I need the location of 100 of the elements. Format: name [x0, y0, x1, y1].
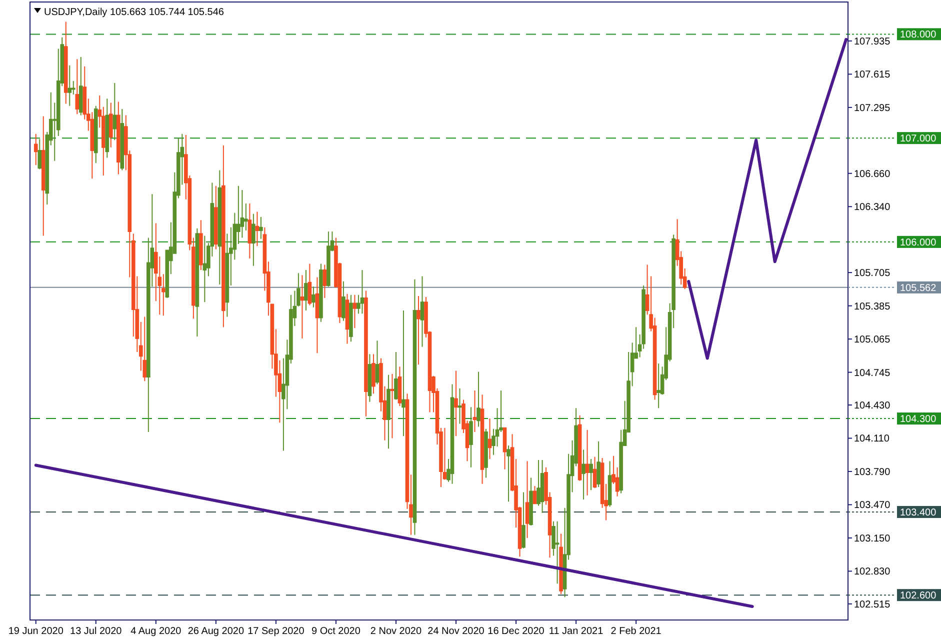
- y-tick-label: 105.065: [854, 334, 891, 346]
- y-tick-label: 106.340: [854, 202, 891, 214]
- candlestick: [398, 366, 402, 407]
- candlestick: [214, 185, 218, 250]
- candlestick: [112, 82, 117, 141]
- candlestick: [476, 371, 480, 428]
- candlestick: [372, 354, 376, 394]
- candlestick: [34, 133, 38, 166]
- y-tick-label: 104.430: [854, 400, 891, 412]
- candlestick: [319, 263, 323, 322]
- y-tick-label: 104.745: [854, 368, 891, 379]
- candlestick: [142, 316, 147, 382]
- candlestick: [416, 295, 420, 365]
- candlestick: [308, 263, 312, 306]
- candlestick: [360, 269, 364, 314]
- ref-line-label: 108.000: [900, 30, 937, 41]
- x-tick-label: 11 Jan 2021: [548, 626, 604, 637]
- candlestick: [252, 213, 256, 266]
- candlestick: [420, 276, 424, 348]
- candlestick: [582, 449, 586, 500]
- ref-line-label: 102.600: [900, 590, 937, 602]
- candlestick: [364, 290, 368, 417]
- x-tick-label: 16 Dec 2020: [488, 626, 545, 637]
- y-tick-label: 104.110: [854, 434, 890, 445]
- candlestick: [386, 374, 390, 450]
- y-tick-label: 105.385: [854, 301, 891, 312]
- candlestick: [68, 64, 72, 106]
- x-tick-label: 17 Sep 2020: [248, 626, 305, 637]
- candlestick: [312, 286, 316, 308]
- candlestick: [394, 352, 398, 400]
- candlestick: [300, 274, 304, 340]
- y-tick-label: 105.705: [854, 268, 891, 280]
- candlestick: [326, 231, 330, 288]
- candlestick: [502, 427, 507, 470]
- candlestick: [342, 280, 346, 322]
- candlestick: [589, 458, 593, 491]
- x-tick-label: 2 Nov 2020: [370, 626, 422, 637]
- x-tick-label: 4 Aug 2020: [130, 626, 182, 637]
- candlestick: [368, 354, 372, 402]
- candlestick: [402, 310, 406, 437]
- candlestick: [255, 211, 260, 247]
- ref-line-label: 105.562: [900, 282, 937, 294]
- candlestick: [488, 418, 492, 460]
- candlestick: [555, 520, 560, 584]
- y-tick-label: 102.830: [854, 566, 891, 578]
- candlestick: [315, 276, 320, 354]
- x-tick-label: 9 Oct 2020: [312, 626, 361, 637]
- x-tick-label: 13 Jul 2020: [70, 626, 122, 637]
- y-tick-label: 103.790: [854, 466, 891, 478]
- candlestick: [578, 414, 582, 482]
- candlestick: [105, 98, 110, 158]
- ref-line-label: 104.300: [900, 414, 937, 425]
- candlestick: [656, 362, 660, 409]
- x-tick-label: 19 Jun 2020: [8, 626, 64, 637]
- candlestick: [222, 144, 226, 328]
- y-tick-label: 107.295: [854, 102, 891, 114]
- y-tick-label: 103.470: [854, 500, 891, 512]
- candlestick: [64, 21, 68, 104]
- candlestick: [559, 533, 563, 595]
- candlestick: [529, 477, 533, 526]
- y-tick-label: 107.935: [854, 36, 891, 48]
- y-tick-label: 102.515: [854, 599, 891, 610]
- candlestick: [484, 428, 488, 478]
- candlestick: [75, 58, 80, 115]
- candlestick: [469, 406, 473, 468]
- candlestick: [78, 56, 83, 116]
- ref-line-label: 107.000: [900, 134, 937, 145]
- text: USDJPY,Daily 105.663 105.744 105.546: [44, 7, 224, 18]
- candlestick: [202, 235, 207, 303]
- candlestick: [322, 264, 327, 299]
- candlestick: [608, 460, 612, 508]
- candlestick: [304, 269, 308, 311]
- candlestick: [412, 278, 417, 536]
- candlestick: [199, 220, 203, 270]
- candlestick: [458, 388, 462, 424]
- x-tick-label: 26 Aug 2020: [188, 626, 244, 637]
- candlestick: [454, 370, 458, 437]
- candlestick: [375, 340, 380, 385]
- x-tick-label: 24 Nov 2020: [428, 626, 485, 637]
- y-tick-label: 106.660: [854, 168, 891, 180]
- candlestick: [390, 373, 394, 439]
- candlestick: [116, 101, 120, 175]
- candlestick: [345, 293, 350, 344]
- candlestick: [108, 102, 113, 148]
- y-tick-label: 103.150: [854, 533, 891, 544]
- candlestick: [248, 203, 252, 260]
- candlestick: [352, 294, 357, 329]
- candlestick: [592, 456, 597, 489]
- candlestick: [480, 394, 484, 484]
- candlestick: [450, 384, 454, 484]
- candlestick: [472, 390, 477, 433]
- candlestick: [532, 486, 537, 504]
- y-tick-label: 107.615: [854, 70, 891, 81]
- x-tick-label: 2 Feb 2021: [610, 626, 662, 637]
- candlestick: [94, 105, 98, 164]
- candlestick: [596, 440, 600, 488]
- candlestick: [259, 216, 263, 240]
- candlestick: [218, 170, 222, 286]
- candlestick: [540, 460, 544, 514]
- candlestick: [525, 460, 530, 538]
